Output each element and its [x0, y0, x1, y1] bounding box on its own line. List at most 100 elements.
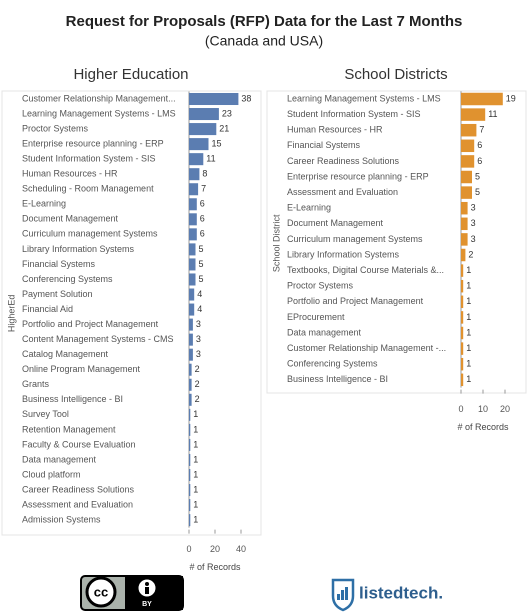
value-label: 5 [199, 274, 204, 284]
category-label: Assessment and Evaluation [287, 187, 398, 197]
value-label: 11 [488, 109, 497, 119]
x-tick-label: 40 [236, 544, 246, 554]
bar [189, 514, 191, 527]
category-label: Grants [22, 379, 50, 389]
bar [461, 295, 464, 309]
category-label: Customer Relationship Management... [22, 93, 176, 103]
value-label: 1 [193, 469, 198, 479]
value-label: 38 [241, 93, 251, 103]
category-label: Proctor Systems [287, 281, 354, 291]
category-label: Scheduling - Room Management [22, 184, 154, 194]
value-label: 1 [193, 484, 198, 494]
category-label: Textbooks, Digital Course Materials &... [287, 265, 444, 275]
bar [461, 279, 464, 293]
category-label: Assessment and Evaluation [22, 499, 133, 509]
bar [189, 258, 196, 271]
bar [189, 243, 196, 256]
value-label: 6 [477, 156, 482, 166]
bar [189, 393, 192, 406]
value-label: 1 [466, 359, 471, 369]
category-label: Proctor Systems [22, 123, 89, 133]
bar [461, 139, 475, 153]
bar [461, 170, 472, 184]
category-label: Learning Management Systems - LMS [287, 93, 441, 103]
value-label: 21 [219, 123, 229, 133]
value-label: 6 [200, 199, 205, 209]
category-label: Content Management Systems - CMS [22, 334, 174, 344]
x-tick-label: 20 [500, 404, 510, 414]
value-label: 1 [466, 343, 471, 353]
value-label: 1 [193, 499, 198, 509]
bar [189, 423, 191, 436]
chart-title: Higher Education [73, 66, 188, 83]
bar [461, 92, 503, 106]
category-label: Online Program Management [22, 364, 141, 374]
category-label: Customer Relationship Management -... [287, 343, 446, 353]
value-label: 2 [195, 364, 200, 374]
value-label: 7 [201, 184, 206, 194]
chart-title: School Districts [344, 66, 447, 83]
value-label: 3 [471, 218, 476, 228]
x-axis-label: # of Records [189, 562, 241, 572]
x-tick-label: 0 [458, 404, 463, 414]
value-label: 1 [193, 409, 198, 419]
category-label: Financial Systems [287, 140, 361, 150]
category-label: Document Management [22, 214, 119, 224]
value-label: 1 [466, 296, 471, 306]
value-label: 3 [196, 319, 201, 329]
category-label: Enterprise resource planning - ERP [287, 171, 429, 181]
bar [461, 373, 464, 387]
value-label: 15 [212, 138, 222, 148]
value-label: 3 [471, 203, 476, 213]
value-label: 11 [206, 154, 215, 164]
bar [189, 288, 195, 301]
category-label: Faculty & Course Evaluation [22, 439, 136, 449]
bar [461, 357, 464, 371]
category-label: Financial Aid [22, 304, 73, 314]
bar [189, 348, 193, 361]
category-label: Business Intelligence - BI [287, 374, 388, 384]
category-label: Conferencing Systems [287, 359, 378, 369]
bar [189, 484, 191, 497]
value-label: 1 [193, 514, 198, 524]
x-tick-label: 10 [478, 404, 488, 414]
bar [461, 108, 486, 121]
category-label: Data management [287, 327, 362, 337]
category-label: Portfolio and Project Management [22, 319, 159, 329]
page-title: Request for Proposals (RFP) Data for the… [66, 13, 463, 30]
category-label: Library Information Systems [287, 249, 400, 259]
category-label: Business Intelligence - BI [22, 394, 123, 404]
bar [189, 108, 219, 121]
bar [461, 186, 472, 199]
category-label: Student Information System - SIS [287, 109, 421, 119]
value-label: 6 [200, 229, 205, 239]
value-label: 5 [199, 244, 204, 254]
bar [189, 123, 217, 136]
bar [189, 228, 197, 241]
category-label: EProcurement [287, 312, 345, 322]
bar [189, 468, 191, 482]
bar [189, 499, 191, 512]
value-label: 1 [466, 281, 471, 291]
page-subtitle: (Canada and USA) [205, 33, 323, 49]
value-label: 1 [466, 265, 471, 275]
x-tick-label: 20 [210, 544, 220, 554]
bar [189, 153, 204, 166]
y-axis-label: School District [271, 214, 281, 272]
category-label: Financial Systems [22, 259, 96, 269]
bar [189, 453, 191, 466]
category-label: Curriculum management Systems [22, 229, 158, 239]
category-label: Data management [22, 454, 97, 464]
bar [189, 408, 191, 421]
bar [461, 155, 475, 168]
bar [189, 378, 192, 391]
bar [461, 201, 468, 215]
value-label: 1 [466, 327, 471, 337]
category-label: Library Information Systems [22, 244, 135, 254]
bar [189, 198, 197, 211]
value-label: 3 [196, 334, 201, 344]
value-label: 2 [468, 249, 473, 259]
bar [189, 273, 196, 286]
panel-frame [1, 90, 262, 536]
brand: listedtech. [359, 583, 443, 602]
